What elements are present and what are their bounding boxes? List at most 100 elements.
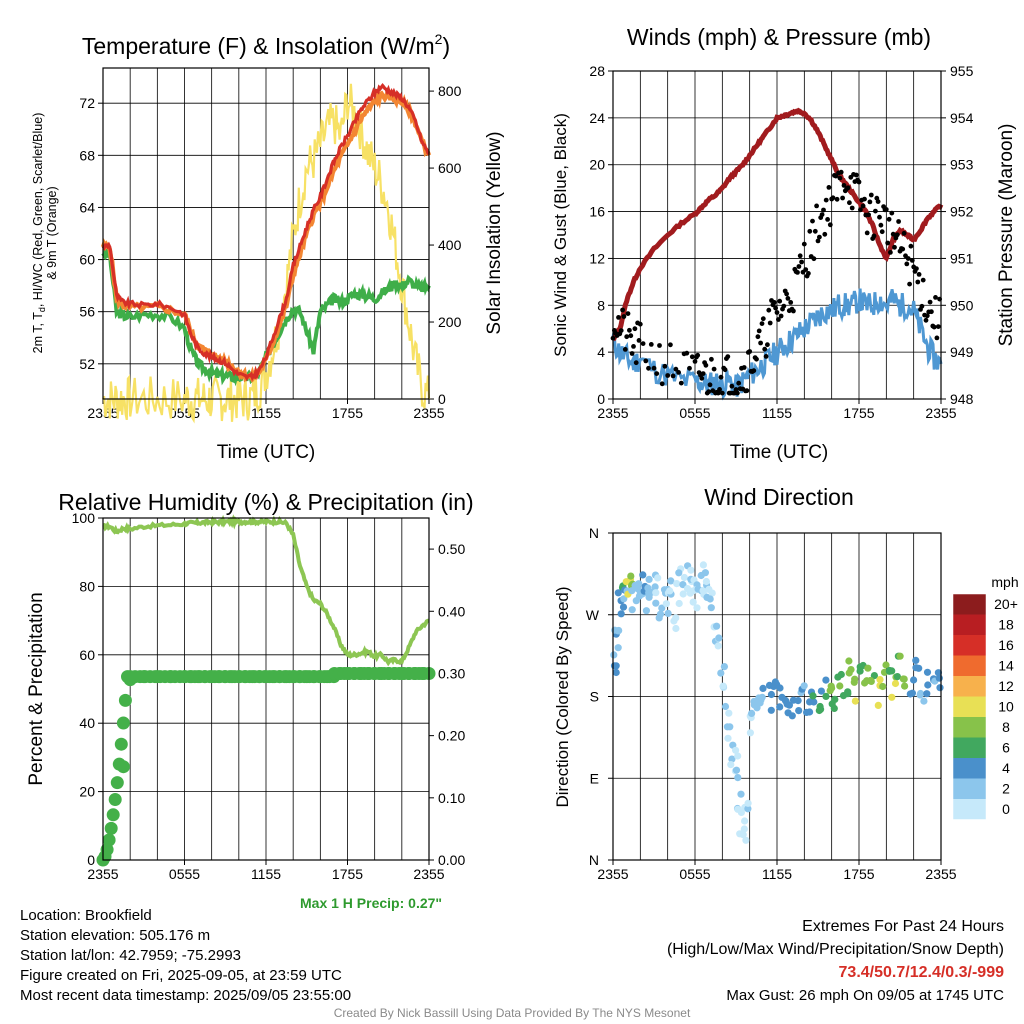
wind-y2tick-label: 949 (950, 344, 974, 360)
gust-point (867, 199, 873, 205)
direction-point (614, 644, 622, 652)
temp-frame (102, 67, 430, 400)
direction-point (635, 592, 644, 600)
direction-point (620, 595, 628, 603)
humidity-series-line (102, 514, 430, 667)
rh-ytick-label: 20 (79, 784, 95, 800)
gust-point (871, 233, 877, 239)
extremes-title: Extremes For Past 24 Hours (802, 918, 1004, 935)
gust-point (747, 349, 753, 354)
gust-point (646, 365, 651, 371)
direction-point (744, 805, 752, 813)
temp-xtick-label: 0555 (169, 405, 200, 421)
rh-ylabel: Percent & Precipitation (26, 592, 47, 785)
gust-point (801, 241, 807, 247)
gust-point (633, 360, 639, 366)
gust-point (853, 172, 859, 178)
gust-point (776, 317, 781, 322)
gust-point (908, 243, 914, 249)
speed-legend-label: 10 (998, 699, 1014, 715)
direction-point (721, 702, 730, 711)
direction-point (627, 572, 635, 580)
gust-point (810, 218, 815, 224)
rh-y2tick-label: 0.00 (438, 852, 465, 868)
gust-point (924, 313, 930, 319)
gust-point (883, 207, 889, 212)
direction-point (817, 687, 826, 695)
direction-point (759, 684, 767, 693)
gust-point (767, 320, 773, 326)
precip-point (116, 716, 130, 730)
gust-point (934, 335, 940, 341)
speed-legend-label: 20+ (994, 596, 1018, 612)
temp-y2tick-label: 0 (438, 391, 446, 407)
gust-point (919, 303, 925, 309)
speed-legend-swatch (953, 758, 986, 779)
gust-point (812, 228, 818, 234)
gust-point (733, 387, 739, 392)
direction-point (856, 667, 864, 675)
direction-point (652, 589, 660, 597)
direction-point (614, 589, 622, 597)
temp-ylabel-sub: d (37, 307, 47, 312)
direction-point (934, 669, 943, 677)
gust-point (811, 256, 817, 262)
direction-point (876, 676, 884, 684)
direction-point (672, 614, 680, 622)
gust-point (840, 195, 845, 201)
gust-point (797, 253, 803, 259)
gust-point (825, 217, 830, 222)
gust-point (689, 354, 695, 360)
gust-point (915, 279, 921, 285)
direction-point (635, 580, 643, 588)
direction-point (656, 610, 665, 618)
direction-point (706, 595, 714, 603)
dewpoint-series-line (101, 247, 431, 387)
gust-point (709, 356, 714, 362)
gust-point (879, 229, 885, 235)
gust-point (678, 380, 684, 386)
precip-point (114, 737, 128, 751)
direction-point (906, 690, 914, 698)
dir-ylabel: Direction (Colored By Speed) (553, 586, 572, 807)
direction-point (619, 603, 628, 611)
gust-point (909, 258, 915, 263)
direction-point (702, 577, 711, 586)
direction-point (809, 692, 817, 700)
direction-point (737, 790, 745, 798)
gust-point (684, 350, 690, 356)
precip-point (110, 776, 124, 790)
temp-9m-series-line (100, 88, 432, 383)
speed-legend-label: 0 (1002, 801, 1010, 817)
direction-point (874, 701, 882, 710)
direction-point (723, 723, 732, 731)
gust-point (823, 197, 829, 203)
precip-point (106, 808, 120, 822)
direction-point (727, 761, 735, 769)
direction-point (864, 664, 872, 672)
speed-legend-swatch (953, 799, 986, 820)
gust-point (751, 368, 757, 374)
direction-point (725, 709, 733, 717)
temp-xtick-label: 2355 (413, 405, 444, 421)
wind-ytick-label: 28 (589, 63, 605, 79)
direction-point (758, 693, 766, 701)
dir-ytick-label: N (589, 852, 599, 868)
direction-point (789, 696, 798, 704)
wind-y2tick-label: 951 (950, 250, 974, 266)
gust-point (900, 246, 906, 252)
gust-point (625, 311, 631, 316)
gust-point (637, 321, 643, 327)
dir-ytick-label: W (586, 607, 600, 623)
direction-point (701, 569, 710, 577)
speed-legend-label: 6 (1002, 740, 1010, 756)
gust-point (629, 351, 635, 356)
dir-ytick-label: E (590, 770, 599, 786)
gust-point (916, 272, 922, 277)
temp-xtick-label: 1155 (251, 405, 281, 421)
gust-point (651, 365, 657, 371)
temp-title-end: ) (442, 33, 450, 59)
direction-point (728, 755, 736, 763)
gust-point (806, 271, 811, 276)
